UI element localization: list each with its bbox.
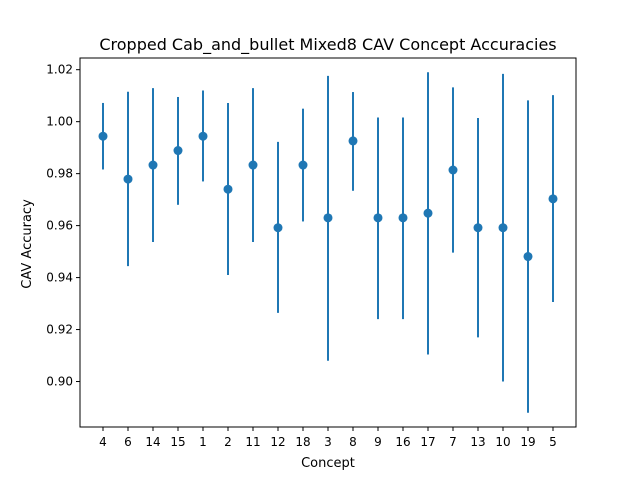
data-point [523, 252, 533, 262]
data-point [223, 184, 233, 194]
x-tick-label: 17 [420, 435, 435, 449]
y-tick-label: 0.90 [46, 375, 73, 389]
y-tick-label: 1.02 [46, 63, 73, 77]
y-axis-label: CAV Accuracy [20, 199, 35, 289]
y-tick-label: 0.92 [46, 323, 73, 337]
y-tick-label: 1.00 [46, 115, 73, 129]
x-tick-label: 16 [395, 435, 410, 449]
y-tick-label: 0.98 [46, 167, 73, 181]
x-tick-label: 18 [295, 435, 310, 449]
x-axis-ticks: 4 6 14 15 1 2 11 12 18 3 8 9 16 17 7 13 10 19 5 [99, 427, 557, 449]
data-point [98, 131, 108, 141]
chart-title: Cropped Cab_and_bullet Mixed8 CAV Concep… [99, 35, 556, 55]
data-point [348, 136, 358, 146]
data-point [398, 213, 408, 223]
x-tick-label: 9 [374, 435, 382, 449]
data-point [198, 131, 208, 141]
x-tick-label: 1 [199, 435, 207, 449]
y-tick-label: 0.96 [46, 219, 73, 233]
y-axis-ticks: 0.90 0.92 0.94 0.96 0.98 1.00 1.02 [46, 63, 80, 389]
x-tick-label: 19 [520, 435, 535, 449]
data-point [448, 165, 458, 175]
data-point [373, 213, 383, 223]
data-point [273, 223, 283, 233]
x-tick-label: 13 [470, 435, 485, 449]
data-point [423, 208, 433, 218]
x-axis-label: Concept [301, 456, 355, 471]
x-tick-label: 3 [324, 435, 332, 449]
x-tick-label: 5 [549, 435, 557, 449]
x-tick-label: 8 [349, 435, 357, 449]
x-tick-label: 12 [270, 435, 285, 449]
x-tick-label: 2 [224, 435, 232, 449]
data-point [498, 223, 508, 233]
x-tick-label: 4 [99, 435, 107, 449]
data-point [148, 160, 158, 170]
x-tick-label: 15 [170, 435, 185, 449]
data-point [298, 160, 308, 170]
x-tick-label: 7 [449, 435, 457, 449]
x-tick-label: 6 [124, 435, 132, 449]
data-point [173, 146, 183, 156]
data-point [473, 223, 483, 233]
data-point [323, 213, 333, 223]
data-point [123, 174, 133, 184]
x-tick-label: 11 [245, 435, 260, 449]
data-point [548, 194, 558, 204]
data-points [98, 131, 558, 262]
y-tick-label: 0.94 [46, 271, 73, 285]
x-tick-label: 10 [495, 435, 510, 449]
data-point [248, 160, 258, 170]
error-bars [102, 72, 554, 413]
x-tick-label: 14 [145, 435, 160, 449]
